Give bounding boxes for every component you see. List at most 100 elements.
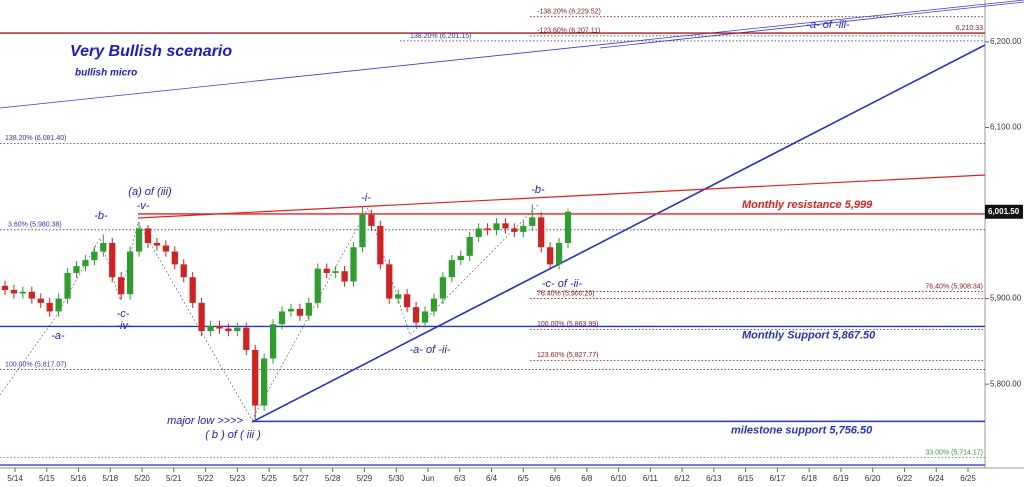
wave-label: major low >>>> [167, 415, 243, 427]
candle-body [207, 325, 214, 332]
candle-body [287, 308, 295, 312]
candle-body [135, 228, 143, 252]
candle-body [109, 242, 116, 278]
wave-label: -c- [117, 308, 130, 320]
candle-body [82, 260, 89, 267]
candle-body [564, 211, 572, 243]
channel-line [599, 1, 1024, 49]
level-label: 100.00% (5,817.07) [5, 361, 67, 368]
key-level-label: Monthly resistance 5,999 [742, 199, 873, 211]
x-tick-label: 6/19 [833, 474, 849, 483]
candle-body [144, 228, 152, 243]
level-label: 76.40% (5,900.20) [537, 290, 595, 297]
x-tick-label: 6/11 [643, 474, 659, 483]
x-tick-label: 5/30 [388, 474, 404, 483]
candle-body [368, 214, 375, 226]
candle-body [341, 271, 348, 282]
candle-body [555, 242, 563, 265]
candle-body [234, 327, 241, 332]
candle-body [332, 271, 339, 273]
key-level-label: milestone support 5,756.50 [731, 424, 873, 436]
y-tick-label: 6,200.00 [990, 37, 1022, 46]
candle-body [448, 260, 455, 278]
x-tick-label: 5/28 [325, 474, 341, 483]
trend-line [137, 174, 986, 219]
level-label: 138.20% (6,201.15) [410, 33, 472, 40]
candle-body [118, 277, 125, 295]
wave-label: -i- [361, 192, 371, 204]
candle-body [180, 264, 187, 278]
candle-body [198, 302, 205, 332]
x-tick-label: 6/15 [738, 474, 754, 483]
level-label: -123.60% (6,207.11) [537, 28, 600, 35]
candle-body [225, 328, 232, 332]
x-tick-label: 6/22 [897, 474, 913, 483]
x-tick-label: 5/20 [134, 474, 150, 483]
candle-body [269, 324, 277, 359]
key-level-label: Monthly Support 5,867.50 [742, 329, 876, 341]
wave-label: -a- of -ii- [410, 344, 451, 356]
candle-body [126, 251, 134, 295]
x-tick-label: 6/13 [706, 474, 722, 483]
level-label: 123.60% (5,827.77) [537, 352, 599, 359]
x-tick-label: 6/10 [611, 474, 627, 483]
x-tick-label: 6/24 [928, 474, 944, 483]
wave-label: -a- of -iii- [806, 19, 850, 31]
level-label: 3.60% (5,980.38) [8, 222, 62, 229]
candle-body [73, 266, 80, 273]
x-tick-label: 5/18 [103, 474, 119, 483]
wave-label: -b- [531, 184, 545, 196]
candle-body [421, 311, 429, 323]
candle-body [64, 272, 71, 299]
wave-label: -iv- [116, 320, 132, 332]
wave-label: -b- [94, 210, 108, 222]
candle-body [546, 247, 554, 265]
x-tick-label: 5/21 [166, 474, 182, 483]
candle-body [484, 228, 491, 231]
trend-line [251, 44, 986, 423]
candle-body [305, 302, 312, 316]
wave-label: ( b ) of ( iii ) [205, 429, 261, 441]
candle-body [28, 291, 35, 299]
candle-body [457, 255, 464, 261]
y-tick-label: 5,800.00 [990, 379, 1022, 388]
candle-body [538, 217, 545, 248]
x-tick-label: 5/16 [71, 474, 87, 483]
level-label: 33.00% (5,714.17) [925, 449, 983, 456]
x-tick-label: 6/20 [865, 474, 881, 483]
chart-title: Very Bullish scenario [70, 43, 232, 60]
candle-body [100, 242, 107, 252]
level-label: -138.20% (6,229.52) [537, 9, 601, 16]
level-label: 138.20% (6,081.40) [5, 135, 67, 142]
level-label: 6,210.33 [956, 25, 983, 32]
x-tick-label: 6/12 [674, 474, 690, 483]
x-tick-label: 6/6 [549, 474, 561, 483]
candle-body [252, 349, 259, 406]
level-label: 76.40% (5,908.34) [925, 283, 983, 290]
x-tick-label: 5/14 [7, 474, 23, 483]
x-tick-label: 6/17 [770, 474, 786, 483]
candle-body [37, 298, 44, 303]
candle-body [359, 214, 366, 248]
candle-body [216, 325, 223, 329]
y-tick-label: 5,900.00 [990, 294, 1022, 303]
candle-body [323, 268, 330, 273]
candle-body [386, 264, 393, 299]
candle-body [430, 298, 438, 312]
candle-body [243, 327, 250, 350]
wave-label: -c- of -ii- [542, 278, 583, 290]
candle-body [171, 251, 178, 265]
candle-body [493, 223, 500, 231]
candle-body [466, 236, 473, 256]
candle-body [91, 251, 98, 261]
x-tick-label: 6/5 [518, 474, 530, 483]
x-tick-label: 5/15 [39, 474, 55, 483]
x-tick-label: 5/25 [261, 474, 277, 483]
candle-body [55, 298, 62, 312]
candle-body [162, 245, 169, 252]
x-tick-label: 5/29 [357, 474, 373, 483]
candle-body [153, 242, 161, 246]
candle-body [502, 223, 509, 229]
level-label: 100.00% (5,863.99) [537, 321, 599, 328]
